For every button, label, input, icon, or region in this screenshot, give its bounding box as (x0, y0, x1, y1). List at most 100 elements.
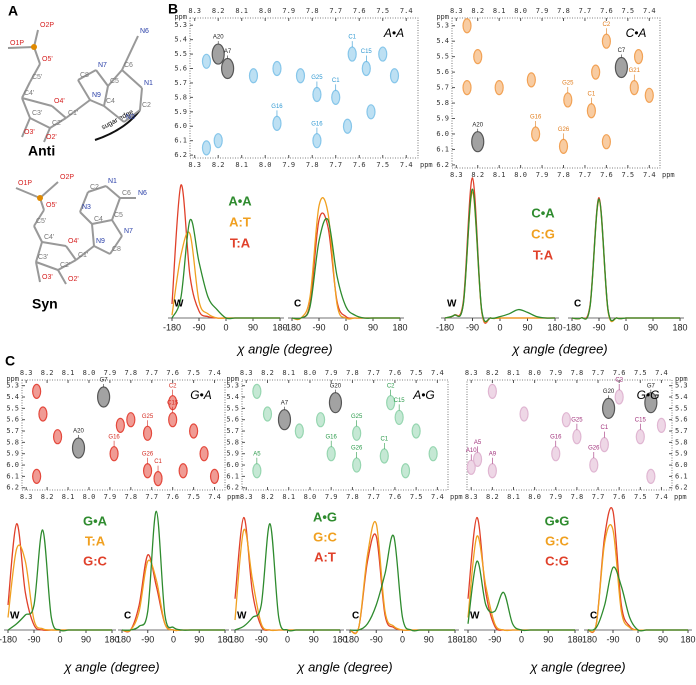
x-tick-label: 180 (672, 322, 687, 332)
atom-label: C8 (112, 246, 121, 253)
spectrum-frame (451, 17, 661, 169)
peak (199, 446, 209, 462)
legend-entry: G•G (545, 513, 570, 528)
atom-label: C2 (90, 184, 99, 191)
bond (93, 245, 111, 255)
atom-label: O2P (40, 22, 54, 29)
y-tick-label: 6.0 (675, 461, 688, 469)
y-tick-label: 5.3 (675, 382, 688, 390)
x-tick-label: 8.2 (471, 171, 484, 179)
x-tick-label: -180 (459, 634, 477, 644)
x-tick-label: 8.3 (240, 369, 253, 377)
peak-label: C1 (588, 91, 596, 97)
x-tick-label: 90 (81, 634, 91, 644)
bond (77, 69, 97, 81)
atom-label: O2P (60, 174, 74, 181)
legend-entry: A•G (313, 509, 337, 524)
x-tick-label: -90 (27, 634, 40, 644)
atom-label: N7 (98, 62, 107, 69)
peak-label: G20 (603, 389, 615, 395)
x-tick-label: 7.7 (367, 493, 380, 501)
conformation-label: Anti (28, 143, 55, 159)
peak (352, 457, 362, 473)
y-tick-label: 5.4 (675, 393, 688, 401)
peak (473, 49, 483, 65)
atom-label: N3 (126, 114, 135, 121)
x-tick-label: -180 (563, 322, 581, 332)
x-tick-label: 7.8 (346, 369, 359, 377)
peak-label: G16 (311, 121, 323, 127)
atom-label: N1 (144, 80, 153, 87)
peak-label: G26 (558, 127, 570, 133)
peak-label: C2 (387, 383, 395, 389)
atom-label: O2' (46, 134, 57, 141)
peak-label: G25 (351, 414, 363, 420)
atom-label: C5' (32, 74, 42, 81)
x-tick-label: 180 (680, 634, 695, 644)
atom-label: O1P (18, 180, 32, 187)
peak (494, 79, 504, 96)
peak (201, 53, 212, 69)
x-tick-label: -90 (592, 322, 605, 332)
y-tick-label: 5.5 (436, 53, 449, 61)
x-tick-label: 7.8 (306, 161, 319, 169)
peak-label: C1 (154, 459, 162, 465)
peak-label: A7 (281, 400, 289, 406)
atom-label: O3' (24, 129, 35, 136)
x-tick-label: 0 (285, 634, 290, 644)
bond (21, 97, 31, 119)
peak (312, 133, 322, 149)
peak (248, 68, 259, 84)
x-tick-label: 90 (248, 322, 258, 332)
peak (400, 463, 411, 479)
distribution-chart: -180 -90 0 90 180 W -180 -90 0 90 180 C G•A T:A G:C χ a… (0, 510, 233, 674)
x-tick-label: 7.4 (655, 493, 668, 501)
bond (21, 81, 31, 99)
spectrum: 8.3 8.3 8.2 8.2 8.1 8.1 8.0 8.0 7.9 7.9 7.8 7.8 7.7 7… (436, 7, 674, 179)
plot-label: W (447, 299, 457, 310)
peak (428, 446, 438, 462)
peak-label: C15 (167, 400, 179, 406)
x-tick-label: 7.6 (166, 493, 179, 501)
peak (109, 446, 119, 462)
peak (487, 463, 497, 479)
x-tick-label: 8.0 (514, 7, 527, 15)
peak (32, 383, 42, 399)
bond (57, 269, 67, 285)
peak-label: C1 (380, 437, 388, 443)
bond (43, 127, 51, 143)
bond (95, 69, 109, 87)
peak-label: A20 (73, 429, 84, 435)
atom-label: N9 (96, 238, 105, 245)
molecule: O2P O1P O5' C5' C4' O4' C1' C3' C2' O3' O2' N9 C8 N7 C… (15, 174, 147, 285)
plot-label: W (470, 611, 480, 622)
peak-label: C15 (635, 417, 647, 423)
bond (33, 209, 45, 227)
peak-label: A7 (224, 49, 232, 55)
peak-label: A5 (474, 440, 482, 446)
x-tick-label: 7.6 (613, 493, 626, 501)
peak-label: C15 (361, 49, 373, 55)
x-tick-label: -90 (192, 322, 205, 332)
x-tick-label: 7.9 (282, 7, 295, 15)
x-tick-label: -180 (579, 634, 597, 644)
spectrum: 8.3 8.3 8.2 8.2 8.1 8.1 8.0 8.0 7.9 7.9 7.8 7.8 7.7 7… (226, 369, 462, 501)
atom-label: C8 (80, 72, 89, 79)
x-tick-label: 7.4 (400, 7, 413, 15)
y-tick-label: 6.0 (226, 461, 239, 469)
spectrum-title: A•G (412, 388, 435, 402)
bond (49, 117, 67, 129)
legend-entry: T:A (230, 235, 251, 250)
x-tick-label: 90 (658, 634, 668, 644)
x-tick-label: 8.1 (493, 171, 506, 179)
x-tick-label: -90 (141, 634, 154, 644)
bond (103, 85, 109, 107)
x-tick-label: -180 (226, 634, 244, 644)
peak-label: G7 (647, 383, 656, 389)
atom-label: O4' (68, 238, 79, 245)
atom-label: C4' (24, 90, 34, 97)
bond (89, 99, 105, 107)
peak (115, 417, 125, 433)
peak (629, 79, 639, 96)
peak (201, 140, 212, 156)
